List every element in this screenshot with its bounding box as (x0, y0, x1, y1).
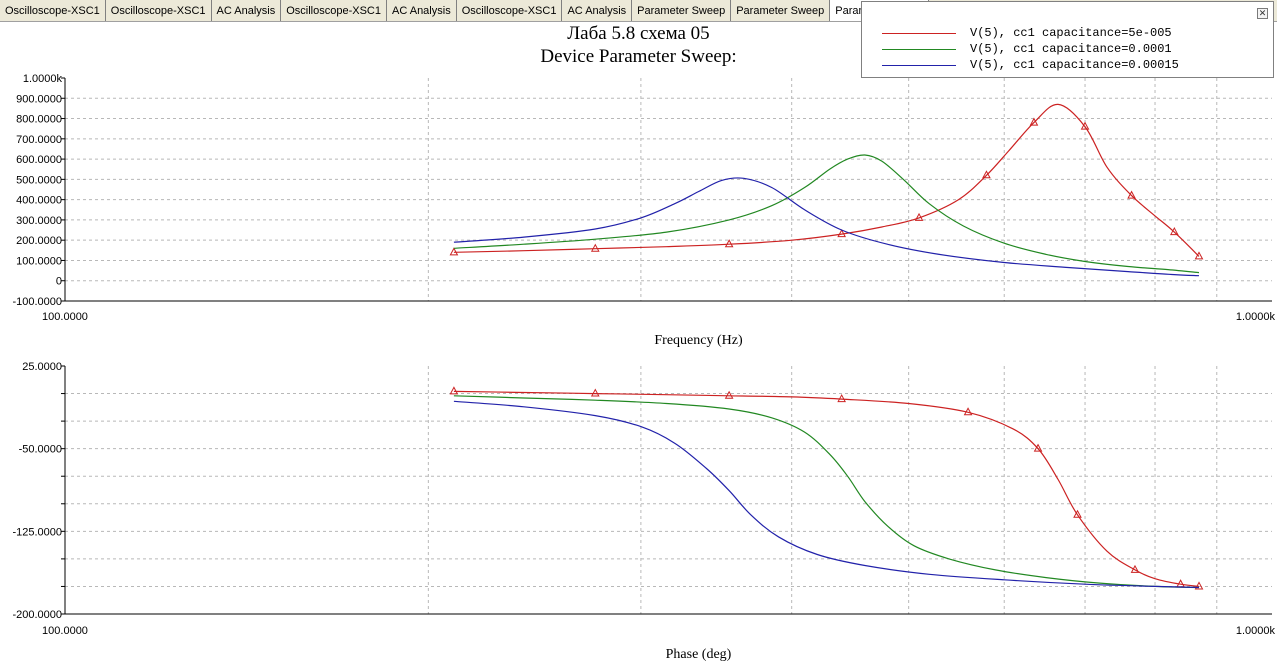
data-point-marker (1029, 117, 1039, 126)
x-axis-title: Frequency (Hz) (654, 333, 743, 348)
series-line-1 (453, 103, 1200, 257)
y-tick-label: 300.0000 (16, 215, 62, 227)
data-point-marker (982, 170, 991, 179)
tab-oscilloscope-xsc1[interactable]: Oscilloscope-XSC1 (105, 0, 212, 21)
data-point-marker (1073, 509, 1082, 518)
tab-oscilloscope-xsc1[interactable]: Oscilloscope-XSC1 (456, 0, 563, 21)
data-point-marker (1130, 564, 1140, 573)
y-tick-label: 900.0000 (16, 93, 62, 105)
y-tick-label: 400.0000 (16, 195, 62, 207)
data-point-marker (449, 386, 459, 395)
data-point-marker (963, 407, 973, 416)
data-point-marker (837, 229, 846, 238)
series-line-3 (453, 177, 1200, 277)
legend-swatch (882, 49, 956, 50)
y-tick-label: 1.0000k (23, 73, 63, 85)
legend-swatch (882, 33, 956, 34)
data-point-marker (449, 247, 459, 256)
y-tick-label: 200.0000 (16, 235, 62, 247)
y-tick-label: 100.0000 (16, 255, 62, 267)
data-point-marker (1194, 251, 1204, 260)
y-tick-label: 600.0000 (16, 154, 62, 166)
legend-label: V(5), cc1 capacitance=0.0001 (970, 42, 1172, 56)
legend-panel[interactable]: ✕ V(5), cc1 capacitance=5e-005 V(5), cc1 … (861, 1, 1274, 78)
legend-label: V(5), cc1 capacitance=0.00015 (970, 58, 1179, 72)
y-tick-label: 0 (56, 276, 62, 288)
y-tick-label: -50.0000 (19, 444, 62, 456)
tab-parameter-sweep[interactable]: Parameter Sweep (731, 0, 831, 21)
y-tick-label: -100.0000 (12, 296, 62, 308)
data-point-marker (1033, 443, 1043, 452)
y-tick-label: 500.0000 (16, 174, 62, 186)
data-point-marker (837, 394, 846, 403)
y-tick-label: -125.0000 (12, 526, 62, 538)
series-line-3 (453, 400, 1200, 589)
tab-ac-analysis[interactable]: AC Analysis (211, 0, 282, 21)
series-line-2 (453, 154, 1200, 274)
series-line-1 (453, 390, 1200, 587)
data-point-marker (1169, 227, 1179, 236)
chart-subtitle: Device Parameter Sweep: (540, 46, 737, 67)
x-tick-label: 100.0000 (42, 625, 88, 637)
close-icon[interactable]: ✕ (1257, 8, 1268, 19)
tab-parameter-sweep[interactable]: Parameter Sweep (632, 0, 732, 21)
y-tick-label: 25.0000 (22, 361, 62, 373)
x-tick-label: 1.0000k (1236, 625, 1276, 637)
data-point-marker (1127, 190, 1136, 199)
y-tick-label: 800.0000 (16, 114, 62, 126)
y-tick-label: 700.0000 (16, 134, 62, 146)
tab-oscilloscope-xsc1[interactable]: Oscilloscope-XSC1 (281, 0, 387, 21)
legend-label: V(5), cc1 capacitance=5e-005 (970, 26, 1172, 40)
legend-swatch (882, 65, 956, 66)
chart-title: Лаба 5.8 схема 05 (567, 23, 710, 44)
data-point-marker (590, 388, 600, 397)
data-point-marker (590, 243, 600, 252)
tab-ac-analysis[interactable]: AC Analysis (562, 0, 633, 21)
series-line-2 (453, 395, 1200, 589)
data-point-marker (1080, 121, 1090, 130)
data-point-marker (1194, 581, 1204, 590)
x-tick-label: 1.0000k (1236, 311, 1276, 323)
x-axis-title: Phase (deg) (666, 647, 732, 662)
tab-oscilloscope-xsc1[interactable]: Oscilloscope-XSC1 (0, 0, 106, 21)
data-point-marker (724, 239, 734, 248)
data-point-marker (724, 390, 734, 399)
tab-ac-analysis[interactable]: AC Analysis (387, 0, 457, 21)
x-tick-label: 100.0000 (42, 311, 88, 323)
data-point-marker (914, 212, 924, 221)
y-tick-label: -200.0000 (12, 609, 62, 621)
